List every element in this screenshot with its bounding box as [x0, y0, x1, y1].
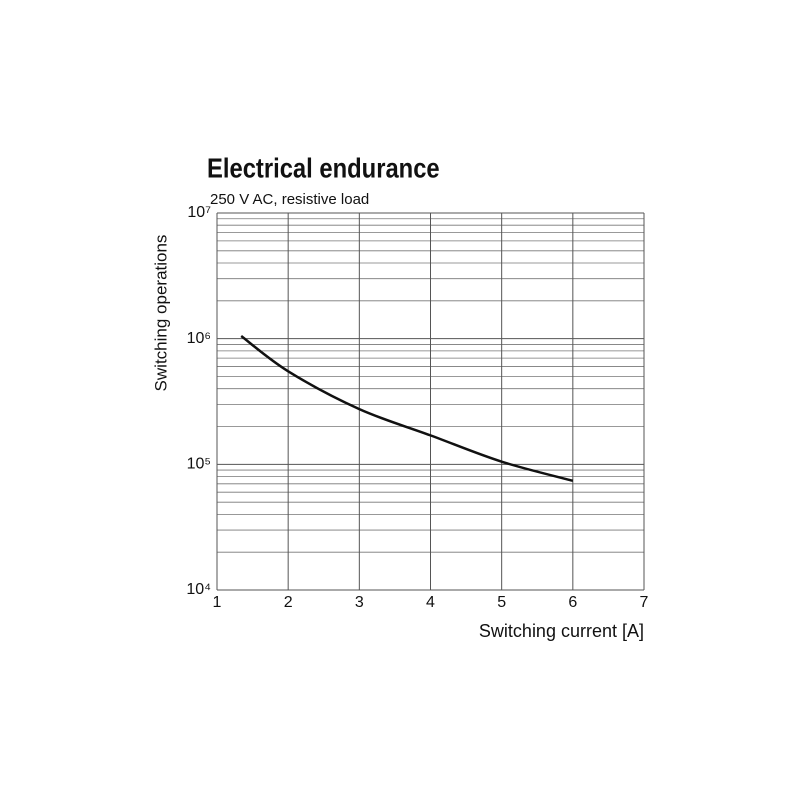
x-tick-label: 3 [355, 594, 364, 611]
x-tick-label: 7 [640, 594, 649, 611]
x-tick-label: 6 [568, 594, 577, 611]
y-tick-label: 10⁶ [187, 330, 211, 347]
x-tick-label: 5 [497, 594, 506, 611]
y-axis-label: Switching operations [151, 235, 170, 392]
data-line [240, 335, 574, 482]
y-tick-label: 10⁷ [187, 204, 211, 221]
chart-subtitle: 250 V AC, resistive load [210, 191, 369, 208]
x-tick-label: 1 [213, 594, 222, 611]
x-tick-label: 2 [284, 594, 293, 611]
y-tick-label: 10⁵ [187, 456, 211, 473]
x-tick-label: 4 [426, 594, 435, 611]
chart-title: Electrical endurance [207, 152, 440, 184]
x-axis-label: Switching current [A] [479, 621, 644, 641]
y-tick-label: 10⁴ [186, 581, 211, 598]
